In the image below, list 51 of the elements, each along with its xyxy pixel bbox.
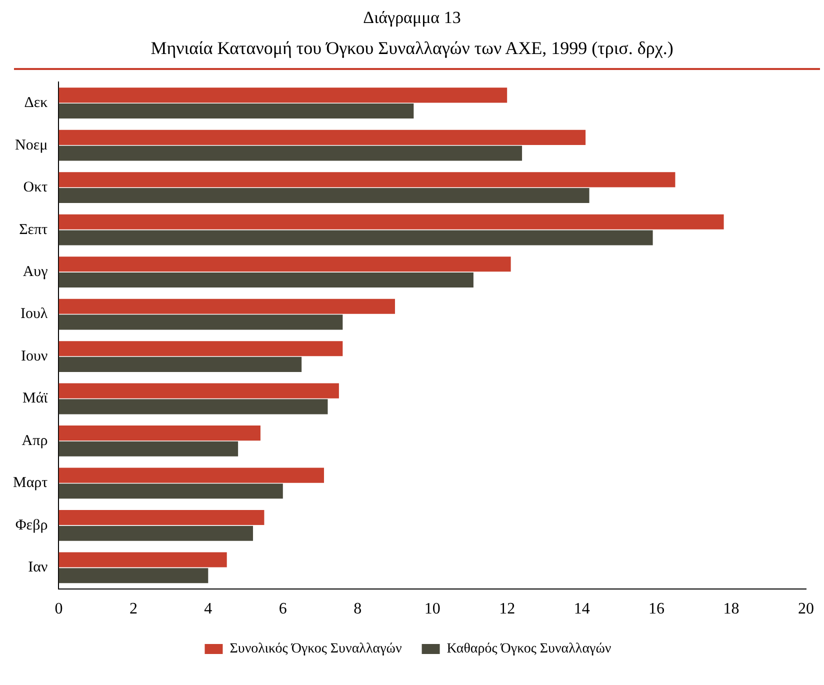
bar [58, 383, 339, 398]
bar [58, 272, 474, 288]
x-tick-label: 6 [278, 600, 287, 618]
bar [58, 568, 208, 584]
y-tick-label: Μάϊ [22, 390, 48, 407]
y-tick-label: Μαρτ [12, 475, 48, 492]
bar [58, 441, 238, 456]
bar [58, 399, 328, 414]
bar [58, 188, 590, 204]
bar [58, 341, 343, 356]
bar [58, 256, 511, 272]
y-tick-label: Οκτ [23, 180, 48, 196]
bar [58, 356, 302, 372]
x-tick-label: 20 [798, 600, 814, 618]
bar [58, 526, 254, 541]
x-tick-label: 2 [129, 600, 138, 618]
y-tick-label: Ιουλ [20, 306, 48, 322]
bar [58, 426, 260, 441]
y-tick-label: Φεβρ [15, 517, 48, 534]
x-tick-label: 10 [424, 600, 440, 618]
y-tick-label: Ιουν [20, 348, 48, 364]
bar [58, 510, 264, 526]
x-tick-label: 16 [648, 600, 665, 618]
x-tick-label: 0 [54, 600, 63, 618]
legend-label: Συνολικός Όγκος Συναλλαγών [230, 642, 402, 657]
x-tick-label: 8 [354, 600, 362, 618]
bar [58, 146, 522, 161]
y-tick-label: Αυγ [22, 264, 48, 280]
y-tick-label: Απρ [22, 432, 48, 449]
chart-subtitle: Μηνιαία Κατανομή του Όγκου Συναλλαγών των ΑΧΕ, 1999 (τρισ. δρχ.) [150, 38, 674, 60]
bar [58, 484, 283, 499]
bar [58, 468, 324, 483]
x-tick-label: 4 [204, 600, 212, 618]
x-tick-label: 14 [574, 600, 590, 618]
bar [58, 230, 653, 246]
bar [58, 314, 343, 330]
chart-title: Διάγραμμα 13 [362, 8, 462, 29]
bar [58, 172, 676, 188]
bar [58, 104, 414, 119]
legend-label: Καθαρός Όγκος Συναλλαγών [446, 642, 612, 657]
bar [58, 214, 724, 230]
y-tick-label: Νοεμ [15, 137, 48, 154]
bar [58, 88, 508, 103]
x-tick-label: 12 [499, 600, 516, 618]
y-tick-label: Δεκ [24, 95, 48, 112]
bar [58, 552, 227, 568]
bar [58, 130, 586, 145]
y-tick-label: Ιαν [28, 560, 48, 576]
bar [58, 298, 395, 314]
y-tick-label: Σεπτ [19, 222, 48, 238]
x-tick-label: 18 [723, 600, 740, 618]
